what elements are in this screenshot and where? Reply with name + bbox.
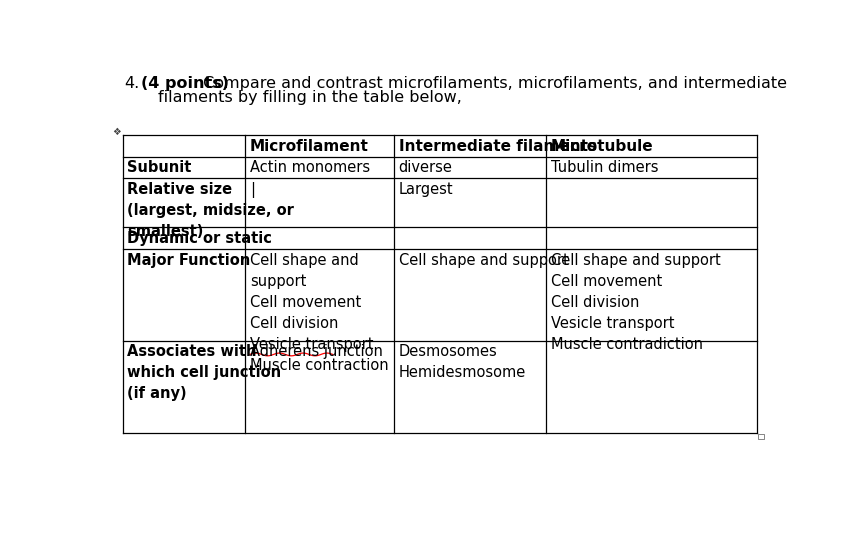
Text: Major Function: Major Function [127, 253, 251, 268]
Text: filaments by filling in the table below,: filaments by filling in the table below, [158, 90, 462, 105]
Text: Associates with
which cell junction
(if any): Associates with which cell junction (if … [127, 345, 281, 401]
Text: Adherens junction: Adherens junction [250, 345, 383, 359]
Bar [758, 434, 764, 439]
Text: Cell shape and support
Cell movement
Cell division
Vesicle transport
Muscle cont: Cell shape and support Cell movement Cel… [551, 253, 721, 352]
Text: Intermediate filaments: Intermediate filaments [399, 139, 596, 154]
Text: 4.: 4. [124, 76, 140, 91]
Text: Desmosomes
Hemidesmosome: Desmosomes Hemidesmosome [399, 345, 526, 380]
Text: (4 points): (4 points) [142, 76, 229, 91]
Text: Microfilament: Microfilament [250, 139, 369, 154]
Text: Microtubule: Microtubule [551, 139, 653, 154]
Text: Tubulin dimers: Tubulin dimers [551, 160, 658, 175]
Text: Cell shape and support: Cell shape and support [399, 253, 568, 268]
Text: diverse: diverse [399, 160, 452, 175]
Text: |: | [250, 182, 255, 198]
Text: Dynamic or static: Dynamic or static [127, 231, 272, 246]
Text: Cell shape and
support
Cell movement
Cell division
Vesicle transport
Muscle cont: Cell shape and support Cell movement Cel… [250, 253, 389, 373]
Text: ❖: ❖ [112, 127, 121, 137]
Text: Relative size
(largest, midsize, or
smallest): Relative size (largest, midsize, or smal… [127, 182, 294, 239]
Text: Subunit: Subunit [127, 160, 192, 175]
Text: Compare and contrast microfilaments, microfilaments, and intermediate: Compare and contrast microfilaments, mic… [198, 76, 787, 91]
Text: Actin monomers: Actin monomers [250, 160, 370, 175]
Text: Largest: Largest [399, 182, 453, 197]
